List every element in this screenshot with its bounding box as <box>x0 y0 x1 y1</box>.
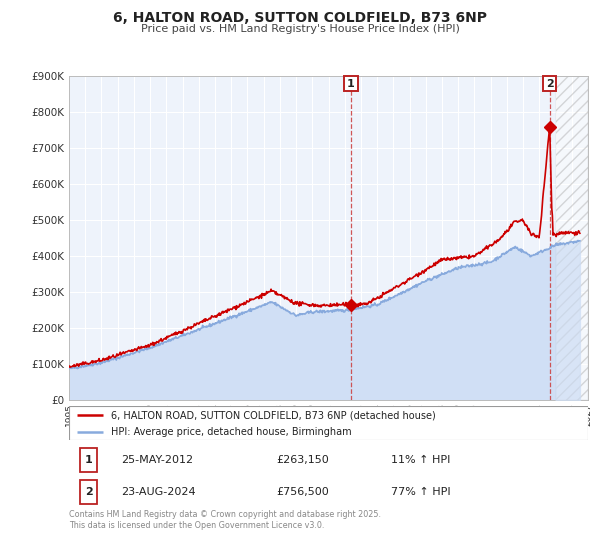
FancyBboxPatch shape <box>80 447 97 472</box>
Text: Contains HM Land Registry data © Crown copyright and database right 2025.
This d: Contains HM Land Registry data © Crown c… <box>69 510 381 530</box>
FancyBboxPatch shape <box>80 480 97 504</box>
Text: 23-AUG-2024: 23-AUG-2024 <box>121 487 196 497</box>
Text: Price paid vs. HM Land Registry's House Price Index (HPI): Price paid vs. HM Land Registry's House … <box>140 24 460 34</box>
Text: 77% ↑ HPI: 77% ↑ HPI <box>391 487 451 497</box>
Text: 6, HALTON ROAD, SUTTON COLDFIELD, B73 6NP (detached house): 6, HALTON ROAD, SUTTON COLDFIELD, B73 6N… <box>110 410 435 421</box>
Text: 2: 2 <box>546 79 554 88</box>
Text: 6, HALTON ROAD, SUTTON COLDFIELD, B73 6NP: 6, HALTON ROAD, SUTTON COLDFIELD, B73 6N… <box>113 11 487 25</box>
Text: HPI: Average price, detached house, Birmingham: HPI: Average price, detached house, Birm… <box>110 427 351 437</box>
Text: 1: 1 <box>85 455 92 465</box>
Text: 1: 1 <box>347 79 355 88</box>
Text: £263,150: £263,150 <box>277 455 329 465</box>
Text: 2: 2 <box>85 487 92 497</box>
Text: 11% ↑ HPI: 11% ↑ HPI <box>391 455 450 465</box>
Text: 25-MAY-2012: 25-MAY-2012 <box>121 455 193 465</box>
Text: £756,500: £756,500 <box>277 487 329 497</box>
